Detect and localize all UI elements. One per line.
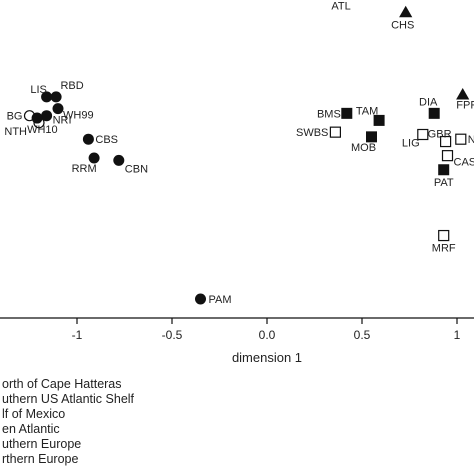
point-label: CAS	[454, 157, 474, 169]
point-marker	[341, 107, 353, 119]
point-marker	[399, 5, 413, 18]
legend-entry: en Atlantic	[2, 422, 60, 436]
point-marker	[440, 135, 452, 148]
point-marker	[366, 131, 377, 143]
data-point-pam: PAM	[195, 293, 232, 306]
legend-entry: orth of Cape Hatteras	[2, 377, 122, 391]
legend-entry: uthern US Atlantic Shelf	[2, 392, 135, 406]
point-label: N	[468, 134, 474, 146]
point-marker	[50, 91, 62, 103]
point-label: TAM	[356, 105, 378, 117]
x-axis-label: dimension 1	[232, 350, 302, 365]
point-label: PAT	[434, 177, 454, 189]
point-label: LIG	[402, 138, 420, 150]
x-tick-label: 1	[454, 328, 461, 342]
legend-label: rthern Europe	[2, 452, 78, 466]
point-marker	[441, 150, 454, 162]
point-label: CHS	[391, 19, 414, 31]
data-point-lis: LIS	[30, 84, 53, 103]
data-point-cbs: CBS	[82, 133, 118, 146]
point-marker	[329, 126, 341, 138]
x-tick-label: 0.5	[354, 328, 371, 342]
point-label: BMS	[317, 108, 341, 120]
point-marker	[52, 103, 64, 115]
data-point-tam: TAM	[356, 105, 385, 126]
point-marker	[88, 152, 100, 164]
legend-label: uthern US Atlantic Shelf	[2, 392, 135, 406]
point-label: DIA	[419, 96, 438, 108]
point-marker	[456, 87, 470, 100]
data-point-swbs: SWBS	[296, 126, 341, 139]
legend-label: en Atlantic	[2, 422, 60, 436]
point-label: WH10	[27, 124, 58, 136]
data-point-lig: LIG	[402, 128, 429, 150]
data-point-fpf: FPF	[456, 87, 474, 112]
data-point-cbn: CBN	[113, 154, 148, 175]
legend-label: orth of Cape Hatteras	[2, 377, 122, 391]
plot-area: ATL CHS FPF BMS TAM MOB DIA PAT SWBS LIG GBR N CAS MR…	[4, 1, 474, 307]
point-label: RRM	[72, 163, 97, 175]
data-point-rrm: RRM	[72, 152, 100, 175]
point-marker	[417, 128, 429, 141]
data-point-pat: PAT	[434, 164, 454, 189]
point-marker	[438, 229, 450, 242]
point-marker	[82, 133, 94, 145]
point-label: FPF	[456, 100, 474, 112]
data-point-wh10: WH10	[27, 112, 58, 136]
point-marker	[31, 112, 43, 124]
point-label: CBN	[125, 163, 148, 175]
x-axis: -1 -0.5 0.0 0.5 1	[0, 317, 474, 342]
point-label: MOB	[351, 142, 376, 154]
data-point-rbd: RBD	[50, 80, 84, 103]
point-label: SWBS	[296, 127, 328, 139]
data-point-dia: DIA	[419, 96, 440, 119]
data-point-mob: MOB	[351, 131, 377, 154]
x-tick-label: 0.0	[259, 328, 276, 342]
point-label: GBR	[428, 129, 452, 141]
x-tick-label: -1	[72, 328, 83, 342]
x-tick-label: -0.5	[162, 328, 183, 342]
point-label: ATL	[331, 1, 350, 13]
data-point-bg: BG	[7, 110, 36, 123]
legend-label: lf of Mexico	[2, 407, 65, 421]
point-marker	[195, 293, 206, 305]
legend-entry: rthern Europe	[2, 452, 78, 466]
point-marker	[41, 91, 53, 103]
point-label: NTH	[4, 126, 27, 138]
point-marker	[41, 110, 53, 122]
point-label: PAM	[209, 294, 232, 306]
point-marker	[455, 133, 467, 145]
data-point-n: N	[455, 133, 474, 146]
legend-entry: lf of Mexico	[2, 407, 65, 421]
data-point-nri: NRI	[41, 110, 72, 127]
data-point-cas: CAS	[441, 150, 474, 169]
point-label: LIS	[30, 84, 47, 96]
point-label: WH99	[63, 110, 94, 122]
data-point-mrf: MRF	[432, 229, 456, 255]
legend-label: uthern Europe	[2, 437, 81, 451]
point-marker	[438, 164, 450, 176]
data-point-wh99: WH99	[52, 103, 94, 122]
point-label: MRF	[432, 243, 456, 255]
data-point-atl: ATL	[331, 1, 350, 13]
point-label: RBD	[60, 80, 83, 92]
point-marker	[113, 154, 125, 166]
data-point-gbr: GBR	[428, 129, 452, 148]
data-point-chs: CHS	[391, 5, 414, 31]
point-label: NRI	[53, 115, 72, 127]
point-label: CBS	[95, 134, 118, 146]
point-label: BG	[7, 111, 23, 123]
data-point-bms: BMS	[317, 107, 353, 120]
point-marker	[373, 114, 385, 126]
point-marker	[428, 107, 440, 119]
legend-entry: uthern Europe	[2, 437, 81, 451]
